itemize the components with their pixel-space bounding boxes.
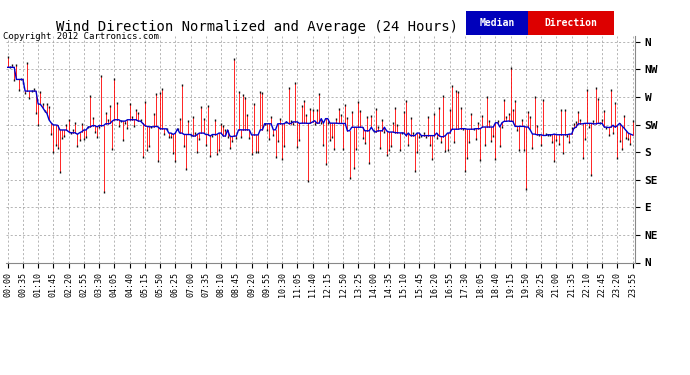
Text: Median: Median [479,18,515,28]
Title: Wind Direction Normalized and Average (24 Hours) (Old) 20121211: Wind Direction Normalized and Average (2… [57,21,584,34]
Text: Direction: Direction [544,18,598,28]
Text: Copyright 2012 Cartronics.com: Copyright 2012 Cartronics.com [3,32,159,41]
